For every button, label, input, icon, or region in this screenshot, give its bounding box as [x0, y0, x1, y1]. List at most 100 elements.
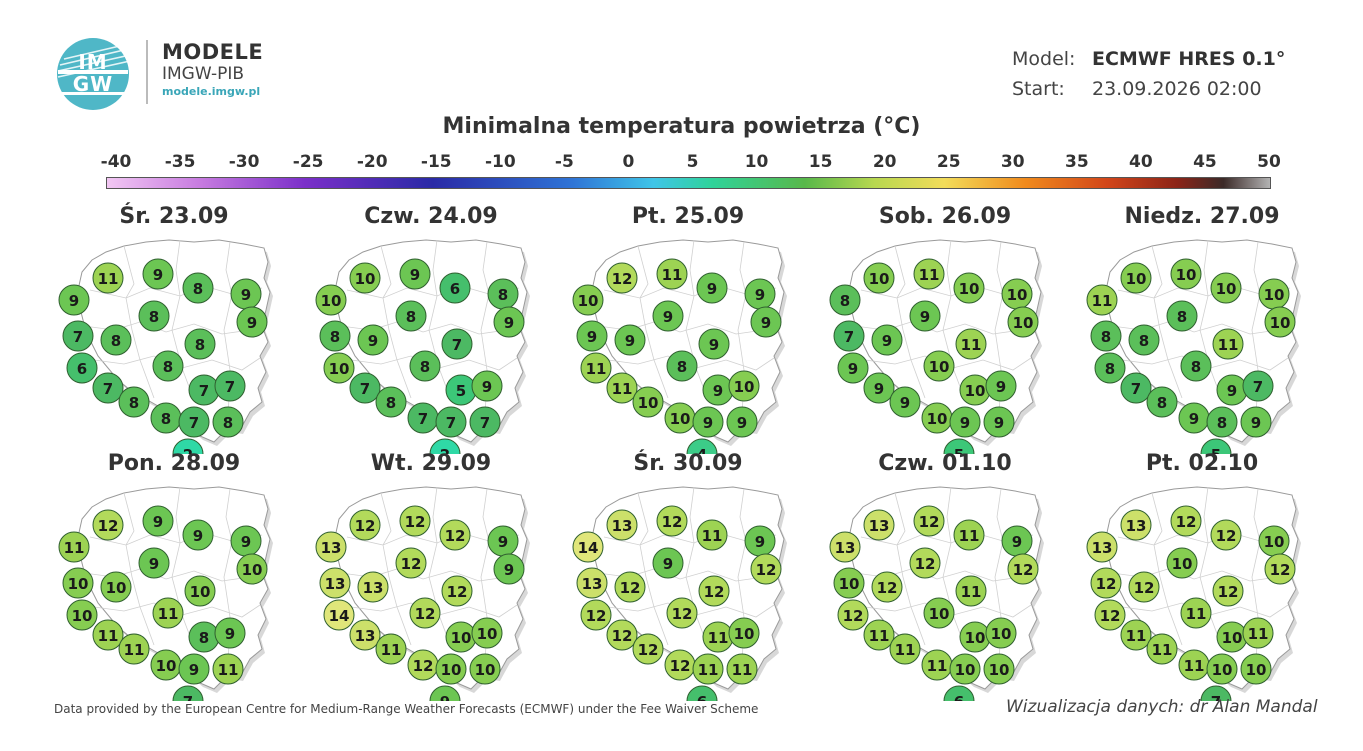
- station-marker: 9: [471, 370, 503, 402]
- station-marker: 9: [142, 505, 174, 537]
- station-value: 11: [662, 266, 683, 284]
- station-marker: 5: [943, 438, 975, 454]
- station-value: 12: [919, 513, 940, 531]
- station-circle: [349, 619, 381, 651]
- station-marker: 9: [750, 306, 782, 338]
- station-marker: 10: [863, 262, 895, 294]
- station-value: 4: [697, 446, 707, 454]
- station-circle: [315, 531, 347, 563]
- panel-date: Pt. 25.09: [631, 204, 745, 229]
- station-value: 10: [1126, 270, 1147, 288]
- station-value: 12: [413, 657, 434, 675]
- station-value: 9: [707, 280, 717, 298]
- station-value: 9: [663, 555, 673, 573]
- station-value: 8: [163, 358, 173, 376]
- station-marker: 11: [953, 519, 985, 551]
- station-marker: 12: [580, 599, 612, 631]
- station-marker: 9: [1178, 402, 1210, 434]
- brand-title: MODELE: [162, 40, 264, 64]
- station-circle: [435, 406, 467, 438]
- forecast-panel: Śr. 23.09119989987886877788782: [54, 204, 294, 454]
- station-circle: [214, 370, 246, 402]
- station-circle: [100, 324, 132, 356]
- station-circle: [985, 370, 1017, 402]
- station-value: 12: [704, 583, 725, 601]
- station-circle: [182, 519, 214, 551]
- colorbar-tick: 15: [808, 152, 833, 172]
- station-marker: 5: [445, 374, 477, 406]
- station-value: 11: [919, 266, 940, 284]
- station-marker: 12: [614, 571, 646, 603]
- region-border: [637, 245, 669, 399]
- station-marker: 9: [698, 328, 730, 360]
- station-value: 11: [98, 627, 119, 645]
- station-circle: [214, 617, 246, 649]
- station-value: 12: [612, 627, 633, 645]
- station-marker: 11: [118, 633, 150, 665]
- station-marker: 9: [142, 258, 174, 290]
- region-border: [685, 486, 709, 648]
- station-marker: 10: [1210, 272, 1242, 304]
- station-value: 10: [1270, 314, 1291, 332]
- station-circle: [1128, 571, 1160, 603]
- station-value: 8: [1157, 394, 1167, 412]
- station-circle: [1180, 597, 1212, 629]
- brand-url[interactable]: modele.imgw.pl: [162, 85, 261, 98]
- station-marker: 13: [315, 531, 347, 563]
- forecast-panel: Pt. 02.10 13 12 13 12 10 12 10 12 12 12 12 11 10 11 11 1…: [1082, 451, 1322, 701]
- station-marker: 12: [750, 553, 782, 585]
- station-circle: [178, 406, 210, 438]
- station-marker: 7: [407, 402, 439, 434]
- forecast-panel: Czw. 24.0910910689889710857987772: [311, 204, 551, 454]
- start-label: Start:: [1012, 78, 1065, 100]
- station-value: 7: [418, 410, 428, 428]
- colorbar-tick: -30: [228, 152, 260, 172]
- station-marker: 9: [576, 320, 608, 352]
- station-marker: 8: [184, 328, 216, 360]
- station-value: 9: [241, 533, 251, 551]
- station-value: 10: [156, 657, 177, 675]
- station-marker: 7: [1200, 685, 1232, 701]
- station-marker: 6: [439, 272, 471, 304]
- station-marker: 8: [409, 350, 441, 382]
- station-value: 11: [732, 661, 753, 679]
- station-value: 10: [959, 280, 980, 298]
- station-marker: 9: [1216, 374, 1248, 406]
- station-circle: [349, 372, 381, 404]
- station-circle: [656, 505, 688, 537]
- station-circle: [949, 653, 981, 685]
- region-border: [894, 245, 926, 399]
- station-marker: 10: [1264, 306, 1296, 338]
- station-value: 12: [612, 270, 633, 288]
- station-circle: [469, 653, 501, 685]
- colorbar-tick: -35: [164, 152, 196, 172]
- station-marker: 10: [1001, 278, 1033, 310]
- svg-text:IM: IM: [78, 50, 107, 74]
- station-marker: 9: [983, 406, 1015, 438]
- station-value: 10: [1212, 661, 1233, 679]
- station-circle: [357, 324, 389, 356]
- station-circle: [923, 597, 955, 629]
- station-value: 14: [329, 607, 350, 625]
- station-marker: 10: [728, 617, 760, 649]
- station-value: 9: [153, 266, 163, 284]
- station-circle: [236, 553, 268, 585]
- station-circle: [863, 372, 895, 404]
- station-circle: [696, 519, 728, 551]
- station-value: 12: [1176, 513, 1197, 531]
- station-circle: [62, 567, 94, 599]
- station-marker: 10: [471, 617, 503, 649]
- station-circle: [692, 653, 724, 685]
- station-value: 11: [1092, 292, 1113, 310]
- station-marker: 9: [493, 306, 525, 338]
- station-value: 12: [877, 579, 898, 597]
- station-marker: 10: [469, 653, 501, 685]
- station-marker: 9: [230, 525, 262, 557]
- station-marker: 8: [182, 272, 214, 304]
- station-value: 10: [734, 625, 755, 643]
- station-value: 9: [882, 332, 892, 350]
- panel-date: Niedz. 27.09: [1124, 204, 1280, 229]
- station-marker: 7: [469, 406, 501, 438]
- forecast-panel: Czw. 01.10 13 12 13 11 9 12 12 10 12 11 12 10 10 11 10 1…: [825, 451, 1065, 701]
- colorbar-tick: 50: [1257, 152, 1281, 172]
